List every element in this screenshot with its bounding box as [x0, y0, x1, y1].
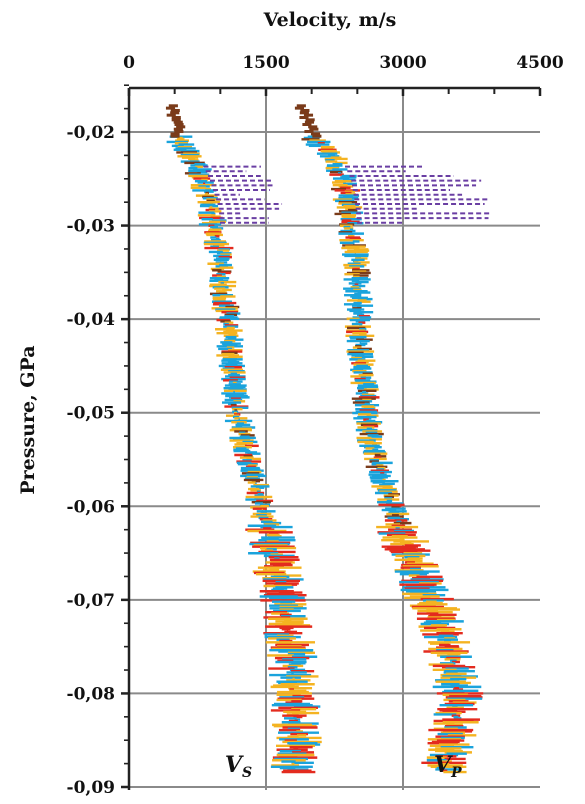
y-tick-label: -0,08: [67, 684, 115, 704]
velocity-traces: [165, 104, 492, 774]
y-tick-label: -0,07: [67, 591, 115, 611]
y-axis-title: Pressure, GPa: [17, 345, 39, 494]
y-tick-label: -0,03: [67, 217, 115, 237]
y-tick-label: -0,09: [67, 778, 115, 798]
y-tick-label: -0,05: [67, 404, 115, 424]
curve-label-vs: VS: [225, 752, 252, 781]
x-axis-title: Velocity, m/s: [263, 9, 397, 31]
x-tick-label: 3000: [379, 53, 426, 73]
x-tick-label: 1500: [242, 53, 289, 73]
y-tick-label: -0,04: [67, 310, 116, 330]
x-tick-label: 0: [123, 53, 135, 73]
y-tick-label: -0,02: [67, 123, 115, 143]
grid-lines: [129, 88, 540, 790]
curve-labels: VS VP: [225, 752, 462, 781]
plot-frame: [127, 86, 540, 790]
x-tick-label: 4500: [516, 53, 563, 73]
curve-label-vp: VP: [434, 752, 462, 781]
y-tick-label: -0,06: [67, 497, 115, 517]
axis-ticks: 0 1500 3000 4500 -0,02 -0,03 -0,04 -0,05 -0,06 -0…: [67, 53, 564, 798]
